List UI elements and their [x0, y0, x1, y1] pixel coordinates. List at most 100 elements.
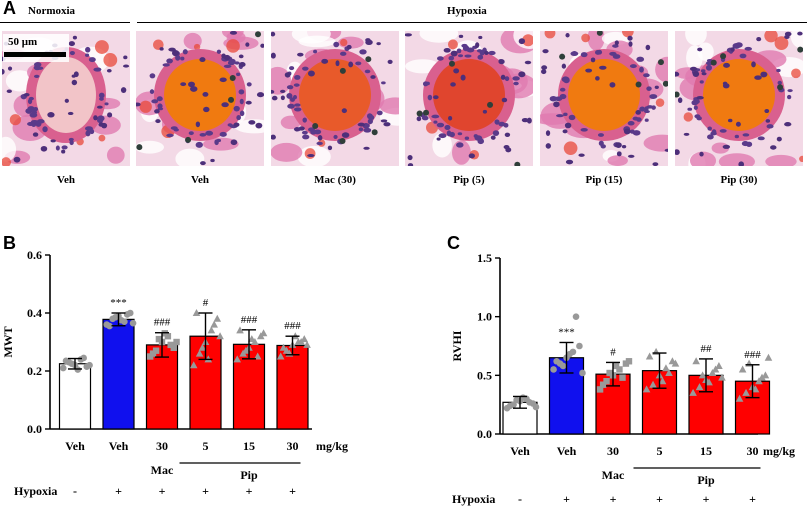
- nucleus: [188, 131, 194, 136]
- nucleus: [460, 74, 466, 81]
- hypoxia-sign: +: [289, 484, 296, 498]
- nucleus: [321, 58, 329, 64]
- nucleus: [341, 132, 350, 138]
- data-point: [62, 357, 70, 365]
- hypoxia-sign: -: [518, 492, 522, 506]
- nucleus: [565, 159, 574, 165]
- red-cell-cluster: [193, 43, 201, 51]
- nucleus: [675, 71, 680, 77]
- data-point: [106, 322, 113, 330]
- category-label: 30: [156, 439, 168, 453]
- nucleus: [787, 94, 792, 100]
- panel-b-letter: B: [3, 233, 16, 253]
- nucleus: [541, 69, 547, 75]
- histology-image-hypoxia-veh: [136, 31, 264, 166]
- mwt-chart: 0.0 0.2 0.4 0.6 MWT Veh - *** Veh + ### 30 + #5 + ### 15…: [1, 248, 348, 498]
- nucleus: [561, 76, 570, 83]
- nucleus: [106, 68, 112, 73]
- nucleus: [723, 62, 730, 68]
- nucleus: [156, 96, 163, 102]
- nucleus: [561, 63, 567, 69]
- nucleus: [654, 85, 659, 89]
- data-point: [742, 388, 750, 396]
- data-point: [129, 319, 137, 327]
- nucleus: [159, 47, 164, 51]
- nucleus: [166, 58, 173, 64]
- nucleus: [744, 46, 752, 51]
- red-cell-cluster: [563, 141, 578, 156]
- nucleus: [107, 112, 113, 118]
- nucleus: [627, 35, 633, 41]
- tissue-region: [718, 153, 755, 166]
- tissue-region: [280, 115, 301, 130]
- nucleus: [55, 145, 60, 151]
- nucleus: [696, 95, 704, 100]
- data-point: [708, 368, 717, 376]
- nucleus: [271, 31, 276, 37]
- data-point: [550, 366, 557, 373]
- nucleus: [422, 81, 429, 87]
- nucleus: [136, 102, 141, 107]
- y-tick-label: 0.4: [27, 306, 42, 320]
- nucleus: [341, 108, 347, 114]
- nucleus: [504, 76, 510, 82]
- nucleus: [47, 112, 55, 118]
- group-label-pip: Pip: [697, 473, 715, 487]
- nucleus: [67, 111, 74, 116]
- nucleus: [348, 61, 354, 68]
- tissue-region: [697, 42, 714, 61]
- data-point: [715, 361, 723, 369]
- nucleus: [2, 68, 5, 75]
- nucleus: [446, 130, 452, 137]
- nucleus: [735, 121, 741, 127]
- data-point: [149, 350, 157, 357]
- category-label: 30: [607, 444, 619, 458]
- hypoxia-sign: +: [563, 492, 570, 506]
- nucleus: [284, 72, 291, 78]
- nucleus: [233, 105, 240, 112]
- y-tick-label: 0.6: [27, 248, 42, 262]
- nucleus: [149, 73, 156, 79]
- nucleus: [562, 129, 568, 134]
- nucleus: [30, 119, 39, 124]
- nucleus: [784, 34, 790, 39]
- nucleus: [367, 118, 373, 125]
- nucleus: [687, 107, 693, 111]
- data-point: [233, 355, 242, 363]
- nucleus: [173, 128, 179, 132]
- nucleus: [556, 114, 564, 118]
- vessel-lumen: [299, 59, 371, 131]
- nucleus: [739, 53, 747, 59]
- category-label: Veh: [65, 439, 85, 453]
- nucleus: [457, 54, 464, 58]
- nucleus: [61, 149, 66, 154]
- data-point: [645, 352, 654, 360]
- nucleus: [580, 127, 588, 132]
- red-cell-cluster: [544, 31, 556, 39]
- nucleus: [69, 50, 75, 56]
- nucleus: [36, 66, 44, 70]
- nucleus: [42, 126, 48, 133]
- nucleus: [585, 68, 593, 73]
- nucleus: [255, 122, 263, 129]
- tissue-region: [136, 140, 164, 154]
- nucleus: [479, 49, 485, 56]
- nucleus: [616, 151, 622, 157]
- nucleus: [597, 49, 603, 55]
- significance-label: ###: [154, 317, 171, 329]
- nucleus: [358, 127, 364, 132]
- nucleus: [477, 54, 484, 60]
- nucleus: [464, 136, 470, 140]
- tissue-region: [203, 137, 239, 151]
- nucleus: [705, 64, 712, 71]
- nucleus: [162, 63, 170, 67]
- nucleus: [615, 142, 622, 149]
- y-tick-label: 1.0: [477, 310, 492, 324]
- data-point: [117, 316, 125, 324]
- red-cell-cluster: [764, 31, 778, 43]
- nucleus: [287, 103, 295, 109]
- data-point: [253, 352, 262, 360]
- data-point: [599, 381, 607, 388]
- nucleus: [456, 48, 462, 54]
- nucleus: [699, 80, 704, 84]
